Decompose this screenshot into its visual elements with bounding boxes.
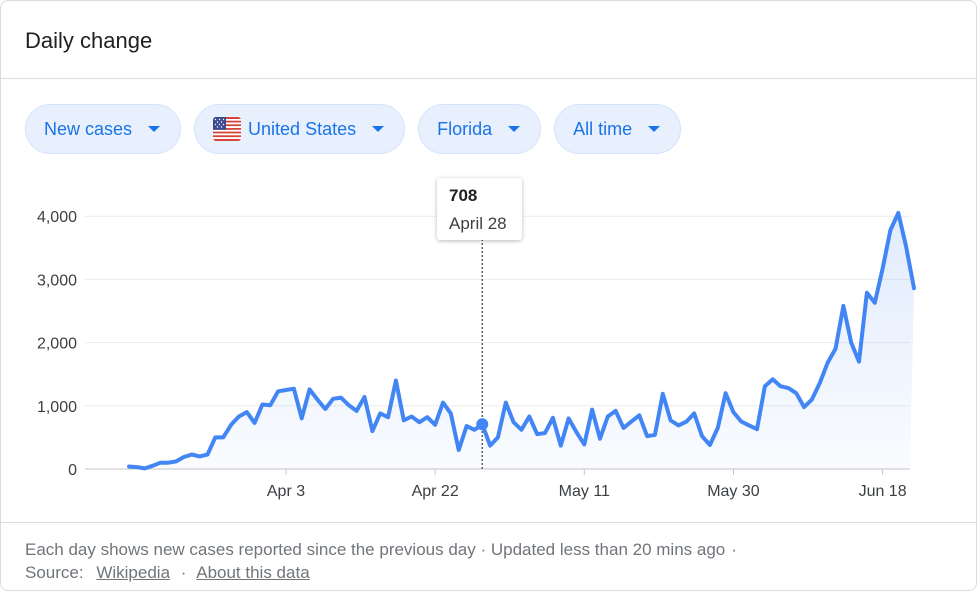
- us-flag-icon: [213, 117, 242, 141]
- footer-divider: [1, 522, 976, 523]
- series-area: [129, 213, 914, 469]
- footer: Each day shows new cases reported since …: [25, 538, 743, 584]
- y-tick-label: 1,000: [37, 399, 77, 416]
- chevron-down-icon: [648, 126, 661, 132]
- footer-note-separator: ·: [731, 540, 737, 559]
- series-line: [127, 211, 916, 471]
- region-dropdown[interactable]: Florida: [418, 104, 542, 154]
- chart-tooltip: 708 April 28: [437, 178, 522, 240]
- y-tick-label: 3,000: [37, 272, 77, 289]
- period-label: All time: [573, 118, 633, 139]
- y-tick-label: 0: [68, 462, 77, 479]
- wikipedia-link[interactable]: Wikipedia: [96, 563, 171, 582]
- footer-source-line: Source: Wikipedia · About this data: [25, 561, 743, 584]
- card-title: Daily change: [25, 28, 153, 53]
- footer-note-line: Each day shows new cases reported since …: [25, 538, 743, 561]
- x-tick-label: Apr 22: [412, 483, 459, 500]
- x-tick-label: Apr 3: [267, 483, 305, 500]
- chevron-down-icon: [508, 126, 521, 132]
- y-tick-label: 4,000: [37, 209, 77, 226]
- region-label: Florida: [437, 118, 493, 139]
- x-tick-label: Jun 18: [859, 483, 907, 500]
- chevron-down-icon: [148, 126, 161, 132]
- header-divider: [1, 78, 976, 79]
- y-tick-label: 2,000: [37, 336, 77, 353]
- footer-note: Each day shows new cases reported since …: [25, 540, 726, 559]
- x-tick-label: May 30: [707, 483, 760, 500]
- daily-cases-chart[interactable]: 0 1,000 2,000 3,000 4,000 Apr 3 Apr 22 May 11 Ma…: [1, 171, 976, 511]
- highlight-point: [476, 418, 489, 431]
- metric-dropdown[interactable]: New cases: [25, 104, 182, 154]
- source-label: Source:: [25, 563, 84, 582]
- x-tick-label: May 11: [559, 483, 610, 500]
- footer-dot: ·: [180, 563, 187, 582]
- tooltip-date: April 28: [449, 214, 507, 233]
- filter-chips: New cases United Sta: [25, 104, 682, 154]
- tooltip-value: 708: [449, 186, 478, 205]
- metric-label: New cases: [44, 118, 133, 139]
- about-data-link[interactable]: About this data: [196, 563, 310, 582]
- country-label: United States: [248, 118, 357, 139]
- period-dropdown[interactable]: All time: [554, 104, 682, 154]
- chevron-down-icon: [372, 126, 385, 132]
- country-dropdown[interactable]: United States: [194, 104, 406, 154]
